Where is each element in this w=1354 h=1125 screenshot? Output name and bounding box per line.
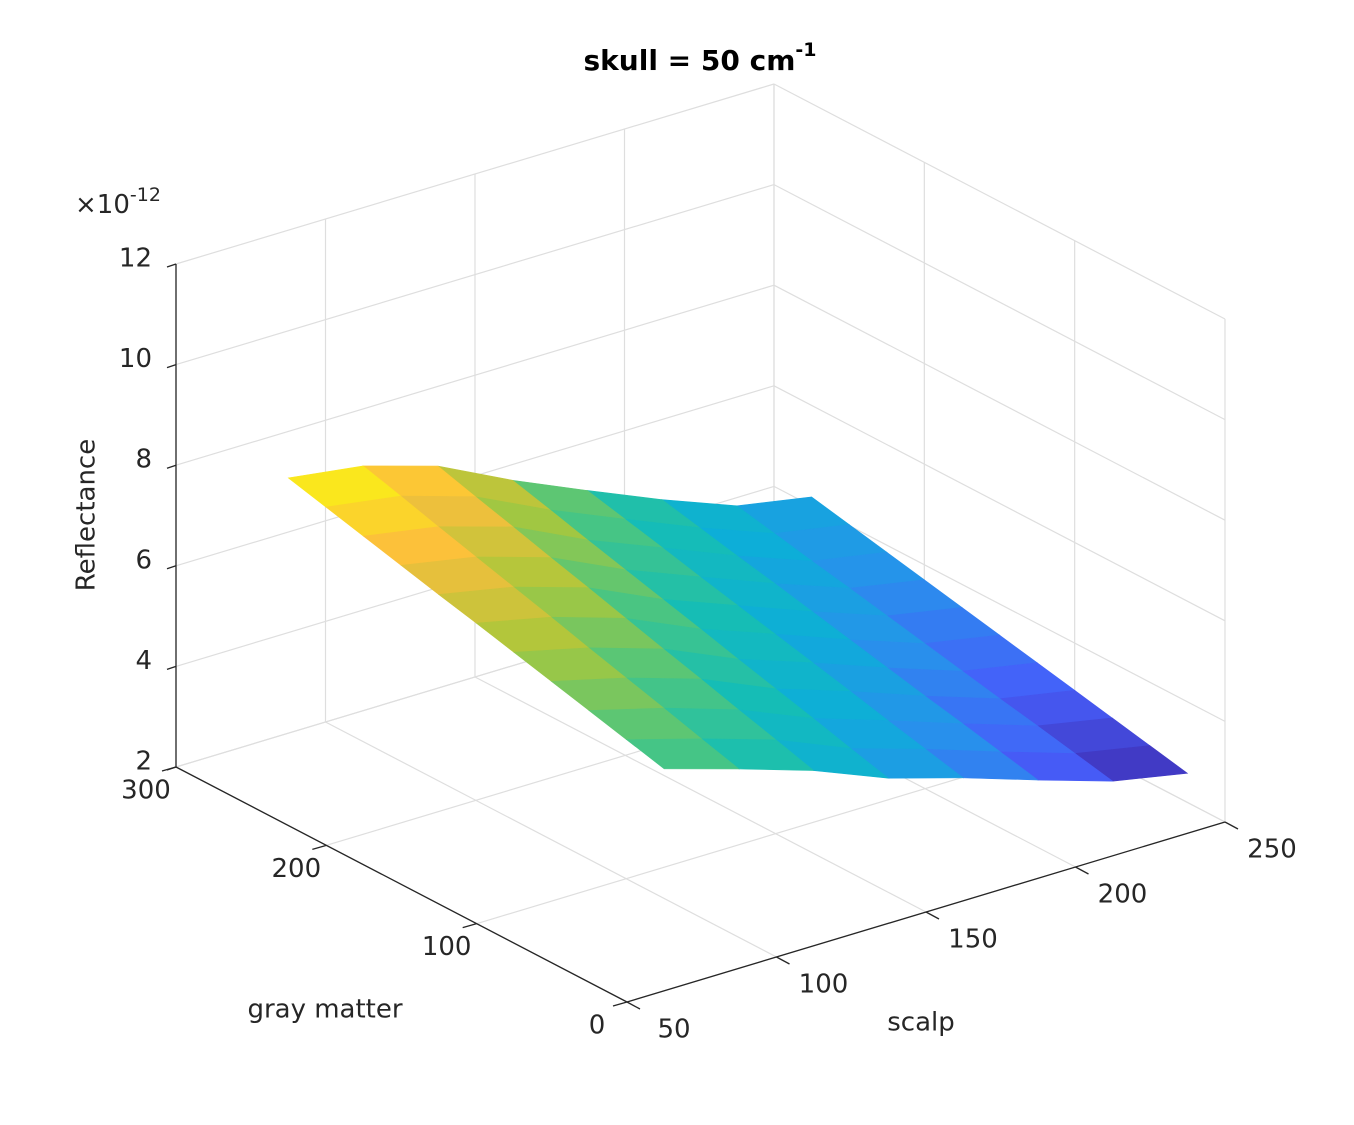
z-exponent-base: ×10 — [75, 190, 130, 220]
z-tick-label: 4 — [135, 646, 152, 676]
grid-line — [773, 184, 1226, 421]
x-tick — [1075, 866, 1089, 875]
z-tick-label: 2 — [135, 747, 152, 777]
x-tick-label: 250 — [1247, 835, 1297, 865]
z-tick — [166, 363, 177, 369]
x-tick-label: 50 — [657, 1015, 690, 1045]
grid-line — [474, 676, 927, 913]
y-tick-label: 0 — [589, 1011, 606, 1041]
y-tick — [161, 766, 177, 772]
z-exponent-power: -12 — [130, 184, 161, 206]
z-tick — [166, 263, 177, 268]
y-tick — [462, 923, 477, 929]
x-tick-label: 100 — [799, 970, 849, 1000]
y-axis-label: gray matter — [247, 995, 402, 1025]
grid-line — [175, 284, 775, 466]
z-tick-label: 6 — [135, 545, 152, 575]
x-tick — [626, 1001, 641, 1010]
grid-line — [175, 184, 775, 366]
z-tick-label: 12 — [119, 244, 152, 274]
y-tick — [312, 844, 327, 850]
x-axis-label: scalp — [887, 1008, 955, 1038]
x-tick — [776, 956, 790, 965]
y-axis — [175, 766, 628, 1003]
y-tick — [612, 1001, 628, 1007]
grid-line — [773, 83, 1226, 320]
surface-face — [625, 738, 740, 770]
z-tick — [166, 464, 177, 469]
y-tick-label: 100 — [422, 932, 472, 962]
y-tick-label: 300 — [121, 776, 171, 806]
z-axis-label: Reflectance — [72, 439, 102, 591]
z-tick — [166, 565, 177, 570]
y-tick-label: 200 — [272, 854, 322, 884]
x-tick-label: 150 — [948, 925, 998, 955]
chart-title: skull = 50 cm-1 — [584, 39, 817, 78]
z-tick-label: 8 — [135, 445, 152, 475]
z-tick-label: 10 — [119, 344, 152, 374]
grid-line — [175, 83, 775, 265]
grid-line — [773, 284, 1226, 521]
z-tick — [166, 665, 177, 671]
grid-line — [325, 721, 777, 958]
title-superscript: -1 — [795, 39, 816, 61]
z-exponent: ×10-12 — [75, 184, 161, 220]
x-tick — [1224, 821, 1239, 830]
grid-line — [773, 385, 1226, 622]
x-tick — [925, 911, 940, 920]
x-tick-label: 200 — [1098, 880, 1148, 910]
title-text: skull = 50 cm — [584, 44, 796, 77]
